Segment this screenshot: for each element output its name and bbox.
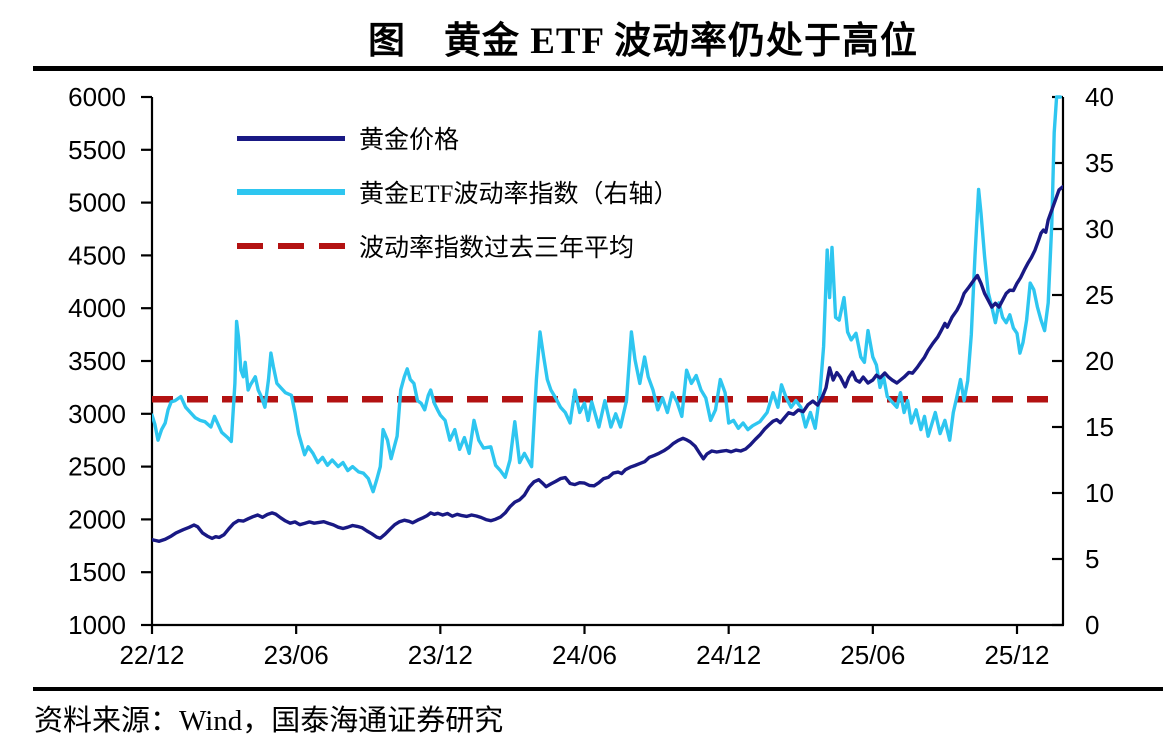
right-axis-tick-label: 30: [1085, 214, 1114, 244]
left-axis-tick-label: 2000: [68, 504, 126, 534]
page-title: 图 黄金 ETF 波动率仍处于高位: [367, 21, 919, 62]
x-axis-tick-label: 25/12: [984, 640, 1049, 670]
etf-volatility-line: [152, 95, 1063, 494]
right-axis-tick-label: 20: [1085, 346, 1114, 376]
left-axis-tick-label: 3000: [68, 399, 126, 429]
x-axis-tick-label: 25/06: [840, 640, 905, 670]
left-axis-tick-label: 1500: [68, 557, 126, 587]
left-axis-tick-label: 1000: [68, 610, 126, 640]
gold-price-line: [152, 185, 1063, 543]
x-axis-tick-label: 23/12: [408, 640, 473, 670]
chart-area: 6000 5500 5000 4500 4000 3500 3000 2500 2000 1500…: [68, 82, 1114, 670]
data-source: 资料来源：Wind，国泰海通证券研究: [34, 705, 504, 737]
left-axis-tick-label: 5500: [68, 135, 126, 165]
left-axis-tick-label: 4000: [68, 293, 126, 323]
x-axis-tick-label: 22/12: [119, 640, 184, 670]
x-axis-tick-label: 24/12: [696, 640, 761, 670]
right-axis-tick-label: 10: [1085, 478, 1114, 508]
right-axis-tick-label: 35: [1085, 148, 1114, 178]
right-axis-tick-label: 15: [1085, 412, 1114, 442]
chart-svg: 6000 5500 5000 4500 4000 3500 3000 2500 2000 1500…: [68, 82, 1114, 670]
right-axis-tick-label: 40: [1085, 82, 1114, 112]
title-divider: [33, 66, 1163, 71]
x-axis-tick-label: 23/06: [264, 640, 329, 670]
right-axis-tick-label: 5: [1085, 544, 1099, 574]
right-axis-tick-label: 25: [1085, 280, 1114, 310]
left-axis-tick-label: 4500: [68, 240, 126, 270]
x-axis-tick-label: 24/06: [552, 640, 617, 670]
footer-divider: [33, 687, 1163, 691]
left-axis-tick-label: 5000: [68, 188, 126, 218]
left-axis-tick-label: 6000: [68, 82, 126, 112]
left-axis-tick-label: 3500: [68, 346, 126, 376]
left-axis-tick-label: 2500: [68, 452, 126, 482]
right-axis-tick-label: 0: [1085, 610, 1099, 640]
